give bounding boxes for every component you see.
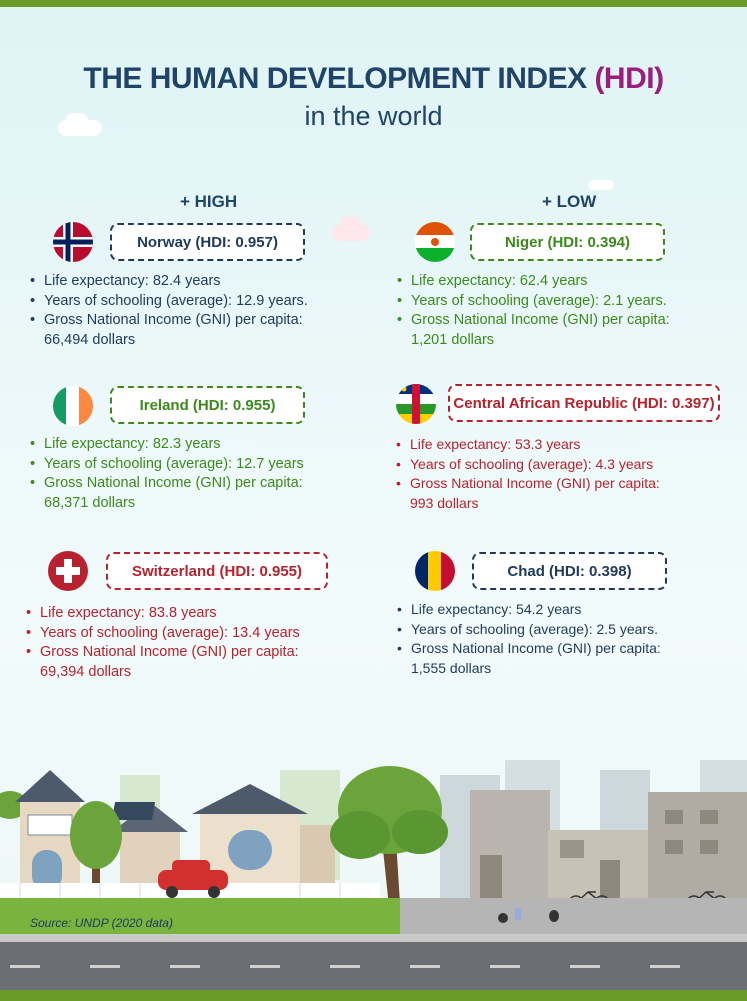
- list-item: Life expectancy: 82.3 years: [30, 435, 304, 455]
- norway-flag-icon: [53, 222, 93, 262]
- page-title: THE HUMAN DEVELOPMENT INDEX (HDI): [0, 62, 747, 96]
- column-heading-high: + HIGH: [180, 192, 238, 211]
- list-item: Gross National Income (GNI) per capita:: [26, 643, 300, 663]
- chad-stats: Life expectancy: 54.2 years Years of sch…: [397, 600, 661, 678]
- chad-flag-icon: [415, 551, 455, 591]
- ireland-flag-icon: [53, 386, 93, 426]
- central-african-republic-flag-icon: [396, 384, 436, 424]
- list-item: Gross National Income (GNI) per capita:: [397, 311, 670, 331]
- ireland-stats: Life expectancy: 82.3 years Years of sch…: [30, 435, 304, 513]
- list-item: 69,394 dollars: [40, 663, 132, 680]
- norway-stats: Life expectancy: 82.4 years Years of sch…: [30, 272, 308, 350]
- source-note: Source: UNDP (2020 data): [30, 916, 173, 930]
- list-item: 1,201 dollars: [411, 331, 495, 348]
- niger-flag-icon: [415, 222, 455, 262]
- niger-stats: Life expectancy: 62.4 years Years of sch…: [397, 272, 670, 350]
- list-item: Years of schooling (average): 13.4 years: [26, 624, 300, 644]
- list-item: Years of schooling (average): 2.1 years.: [397, 292, 670, 312]
- street-scene-illustration: [0, 760, 747, 1001]
- page-subtitle: in the world: [304, 101, 443, 131]
- cloud: [66, 113, 88, 129]
- car-label-box: Central African Republic (HDI: 0.397): [448, 384, 720, 422]
- norway-label-box: Norway (HDI: 0.957): [110, 223, 305, 261]
- list-item: Years of schooling (average): 12.9 years…: [30, 292, 308, 312]
- cloud: [340, 216, 362, 234]
- list-item: Gross National Income (GNI) per capita:: [396, 474, 660, 494]
- list-item: Gross National Income (GNI) per capita:: [30, 474, 304, 494]
- list-item: Years of schooling (average): 2.5 years.: [397, 620, 661, 640]
- chad-label-box: Chad (HDI: 0.398): [472, 552, 667, 590]
- ireland-label-box: Ireland (HDI: 0.955): [110, 386, 305, 424]
- top-bar: [0, 0, 747, 7]
- list-item: Years of schooling (average): 4.3 years: [396, 455, 660, 475]
- list-item: Life expectancy: 82.4 years: [30, 272, 308, 292]
- list-item: 1,555 dollars: [411, 659, 492, 676]
- niger-label-box: Niger (HDI: 0.394): [470, 223, 665, 261]
- list-item: 66,494 dollars: [44, 331, 136, 348]
- list-item: Life expectancy: 53.3 years: [396, 435, 660, 455]
- list-item: 68,371 dollars: [44, 494, 136, 511]
- column-heading-low: + LOW: [542, 192, 597, 211]
- list-item: Years of schooling (average): 12.7 years: [30, 455, 304, 475]
- switzerland-label-box: Switzerland (HDI: 0.955): [106, 552, 328, 590]
- car-stats: Life expectancy: 53.3 years Years of sch…: [396, 435, 660, 513]
- list-item: Life expectancy: 83.8 years: [26, 604, 300, 624]
- cloud: [588, 180, 614, 190]
- list-item: Gross National Income (GNI) per capita:: [397, 639, 661, 659]
- switzerland-stats: Life expectancy: 83.8 years Years of sch…: [26, 604, 300, 682]
- list-item: Gross National Income (GNI) per capita:: [30, 311, 308, 331]
- list-item: Life expectancy: 62.4 years: [397, 272, 670, 292]
- list-item: Life expectancy: 54.2 years: [397, 600, 661, 620]
- title-abbr: (HDI): [594, 62, 664, 95]
- switzerland-flag-icon: [48, 551, 88, 591]
- title-main: THE HUMAN DEVELOPMENT INDEX: [83, 62, 587, 95]
- list-item: 993 dollars: [410, 494, 479, 511]
